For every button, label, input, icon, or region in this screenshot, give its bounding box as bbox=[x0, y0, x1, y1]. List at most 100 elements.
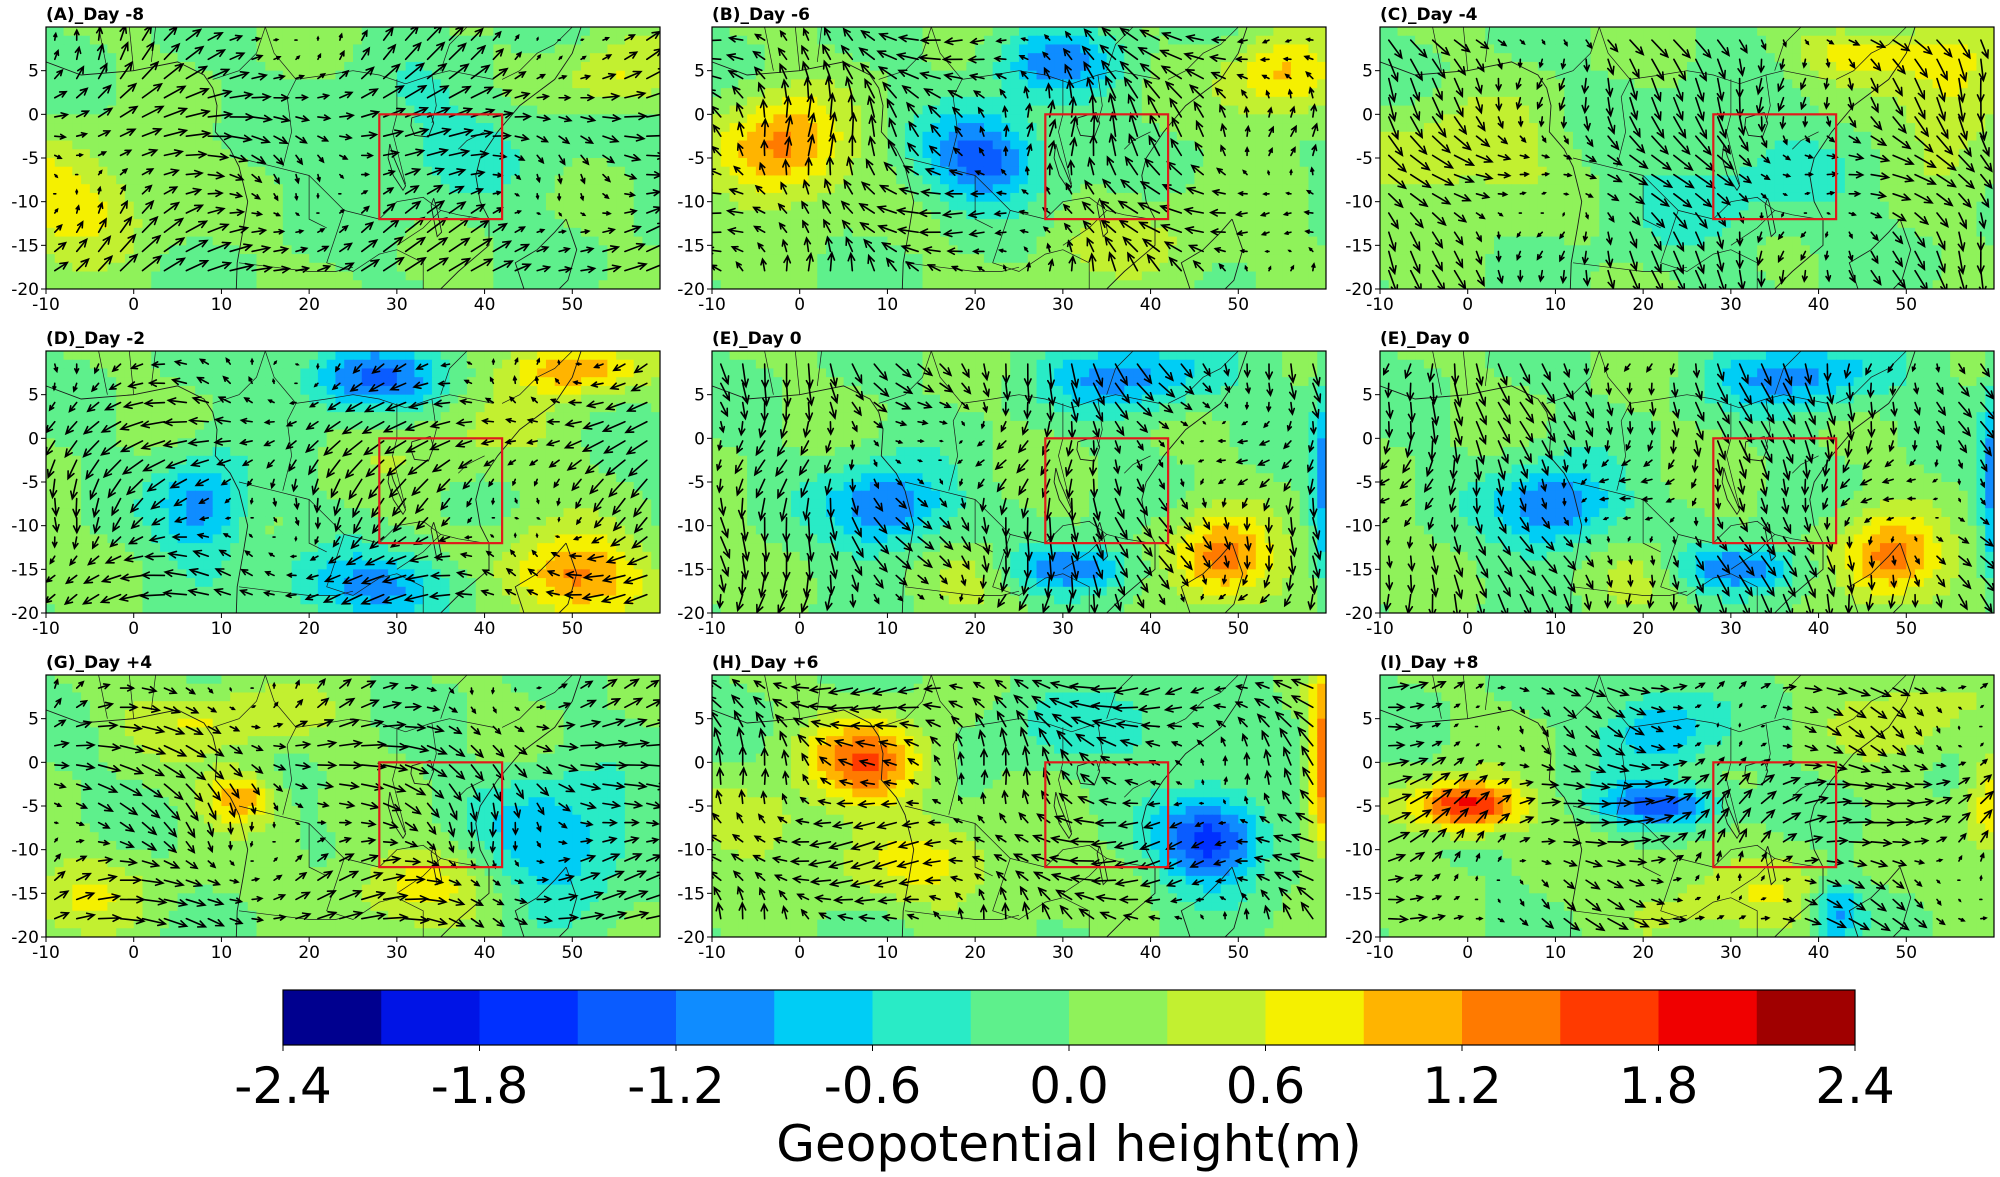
wind-arrow bbox=[757, 242, 766, 253]
wind-arrow bbox=[228, 841, 233, 851]
wind-arrow bbox=[1821, 478, 1829, 493]
wind-arrow bbox=[1517, 58, 1523, 69]
wind-arrow bbox=[250, 802, 257, 815]
wind-arrow bbox=[360, 854, 380, 862]
wind-arrow bbox=[741, 536, 750, 562]
wind-arrow bbox=[317, 739, 338, 748]
wind-arrow bbox=[878, 32, 897, 41]
wind-arrow bbox=[1081, 45, 1095, 61]
wind-arrow bbox=[829, 555, 838, 580]
x-tick-label: 0 bbox=[1462, 619, 1473, 639]
wind-arrow bbox=[1259, 57, 1270, 63]
wind-arrow bbox=[1070, 716, 1095, 728]
wind-vectors bbox=[712, 27, 1319, 272]
wind-arrow bbox=[382, 783, 407, 793]
wind-arrow bbox=[851, 517, 862, 538]
wind-arrow bbox=[1958, 685, 1967, 690]
wind-arrow bbox=[382, 892, 409, 901]
wind-arrow bbox=[1297, 726, 1314, 747]
wind-arrow bbox=[229, 706, 236, 711]
country-border bbox=[816, 675, 822, 710]
wind-arrow bbox=[1914, 269, 1928, 289]
y-tick-label: -10 bbox=[677, 517, 705, 537]
wind-arrow bbox=[163, 128, 189, 137]
wind-arrow bbox=[1694, 536, 1702, 549]
wind-arrow bbox=[1936, 555, 1947, 566]
coastline bbox=[1076, 760, 1101, 786]
wind-arrow bbox=[353, 517, 363, 535]
wind-arrow bbox=[1256, 713, 1270, 728]
wind-arrow bbox=[895, 478, 904, 487]
wind-arrow bbox=[1307, 459, 1314, 474]
wind-arrow bbox=[1159, 204, 1183, 214]
wind-arrow bbox=[931, 798, 941, 805]
wind-arrow bbox=[360, 152, 375, 159]
wind-arrow bbox=[833, 739, 854, 747]
wind-arrow bbox=[1826, 917, 1848, 929]
wind-arrow bbox=[1431, 96, 1444, 121]
wind-arrow bbox=[229, 134, 253, 143]
wind-arrow bbox=[273, 55, 282, 61]
wind-arrow bbox=[1870, 725, 1886, 740]
wind-arrow bbox=[1409, 740, 1425, 748]
wind-arrow bbox=[1519, 401, 1535, 424]
wind-arrow bbox=[590, 536, 604, 544]
wind-arrow bbox=[1453, 77, 1464, 99]
wind-arrow bbox=[836, 799, 854, 808]
wind-arrow bbox=[1218, 593, 1226, 600]
wind-arrow bbox=[712, 168, 722, 176]
wind-arrow bbox=[896, 703, 919, 712]
wind-arrow bbox=[273, 874, 283, 882]
wind-arrow bbox=[488, 478, 495, 488]
wind-arrow bbox=[1651, 856, 1667, 864]
wind-arrow bbox=[602, 92, 621, 101]
wind-arrow bbox=[1112, 703, 1139, 712]
wind-arrow bbox=[536, 517, 541, 520]
wind-arrow bbox=[1804, 191, 1811, 196]
wind-arrow bbox=[141, 917, 168, 927]
wind-arrow bbox=[262, 590, 275, 597]
wind-arrow bbox=[1046, 555, 1055, 582]
wind-arrow bbox=[1694, 896, 1702, 901]
wind-arrow bbox=[536, 357, 541, 365]
wind-arrow bbox=[512, 821, 519, 836]
wind-arrow bbox=[1202, 517, 1211, 531]
wind-arrow bbox=[1846, 536, 1853, 549]
wind-arrow bbox=[1051, 713, 1073, 728]
wind-arrow bbox=[246, 478, 253, 487]
wind-arrow bbox=[1536, 231, 1544, 238]
wind-arrow bbox=[513, 802, 521, 819]
wind-arrow bbox=[1409, 722, 1424, 729]
wind-arrow bbox=[873, 459, 878, 468]
wind-arrow bbox=[873, 420, 884, 429]
wind-arrow bbox=[954, 125, 963, 137]
wind-arrow bbox=[929, 735, 941, 747]
x-tick-label: 10 bbox=[1545, 619, 1567, 639]
wind-arrow bbox=[1777, 231, 1785, 241]
wind-arrow bbox=[1407, 555, 1416, 573]
wind-arrow bbox=[207, 171, 226, 180]
region-box bbox=[378, 761, 504, 869]
wind-arrow bbox=[1957, 231, 1966, 253]
wind-arrow bbox=[1563, 39, 1568, 47]
wind-arrow bbox=[1914, 39, 1933, 55]
wind-arrow bbox=[1180, 536, 1195, 553]
wind-arrow bbox=[1015, 709, 1029, 728]
wind-arrow bbox=[295, 229, 305, 234]
wind-arrow bbox=[850, 860, 876, 870]
wind-arrow bbox=[917, 54, 941, 63]
wind-arrow bbox=[806, 382, 815, 407]
wind-arrow bbox=[1409, 39, 1428, 59]
wind-arrow bbox=[141, 841, 158, 851]
wind-arrow bbox=[119, 783, 143, 797]
wind-arrow bbox=[381, 593, 407, 604]
wind-arrow bbox=[1958, 39, 1971, 60]
wind-arrow bbox=[514, 51, 523, 61]
wind-arrow bbox=[807, 859, 832, 868]
wind-arrow bbox=[1259, 478, 1270, 489]
wind-arrow bbox=[207, 860, 217, 869]
wind-arrow bbox=[1643, 459, 1653, 468]
wind-arrow bbox=[1906, 477, 1916, 483]
wind-arrow bbox=[725, 207, 744, 216]
wind-arrow bbox=[1020, 37, 1029, 42]
